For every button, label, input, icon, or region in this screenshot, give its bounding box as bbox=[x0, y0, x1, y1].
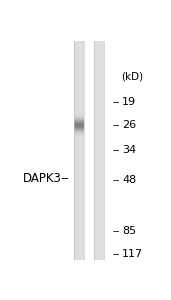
Text: --: -- bbox=[113, 176, 120, 185]
Text: --: -- bbox=[113, 226, 120, 236]
Text: --: -- bbox=[113, 145, 120, 155]
Text: 26: 26 bbox=[122, 120, 136, 130]
Text: --: -- bbox=[113, 120, 120, 130]
Text: (kD): (kD) bbox=[121, 71, 143, 81]
Text: 85: 85 bbox=[122, 226, 136, 236]
Text: DAPK3: DAPK3 bbox=[23, 172, 62, 184]
Text: 48: 48 bbox=[122, 176, 136, 185]
Text: 117: 117 bbox=[122, 249, 143, 259]
Text: --: -- bbox=[113, 249, 120, 259]
Text: 34: 34 bbox=[122, 145, 136, 155]
Text: --: -- bbox=[60, 172, 69, 184]
Text: --: -- bbox=[113, 97, 120, 107]
Text: 19: 19 bbox=[122, 97, 136, 107]
